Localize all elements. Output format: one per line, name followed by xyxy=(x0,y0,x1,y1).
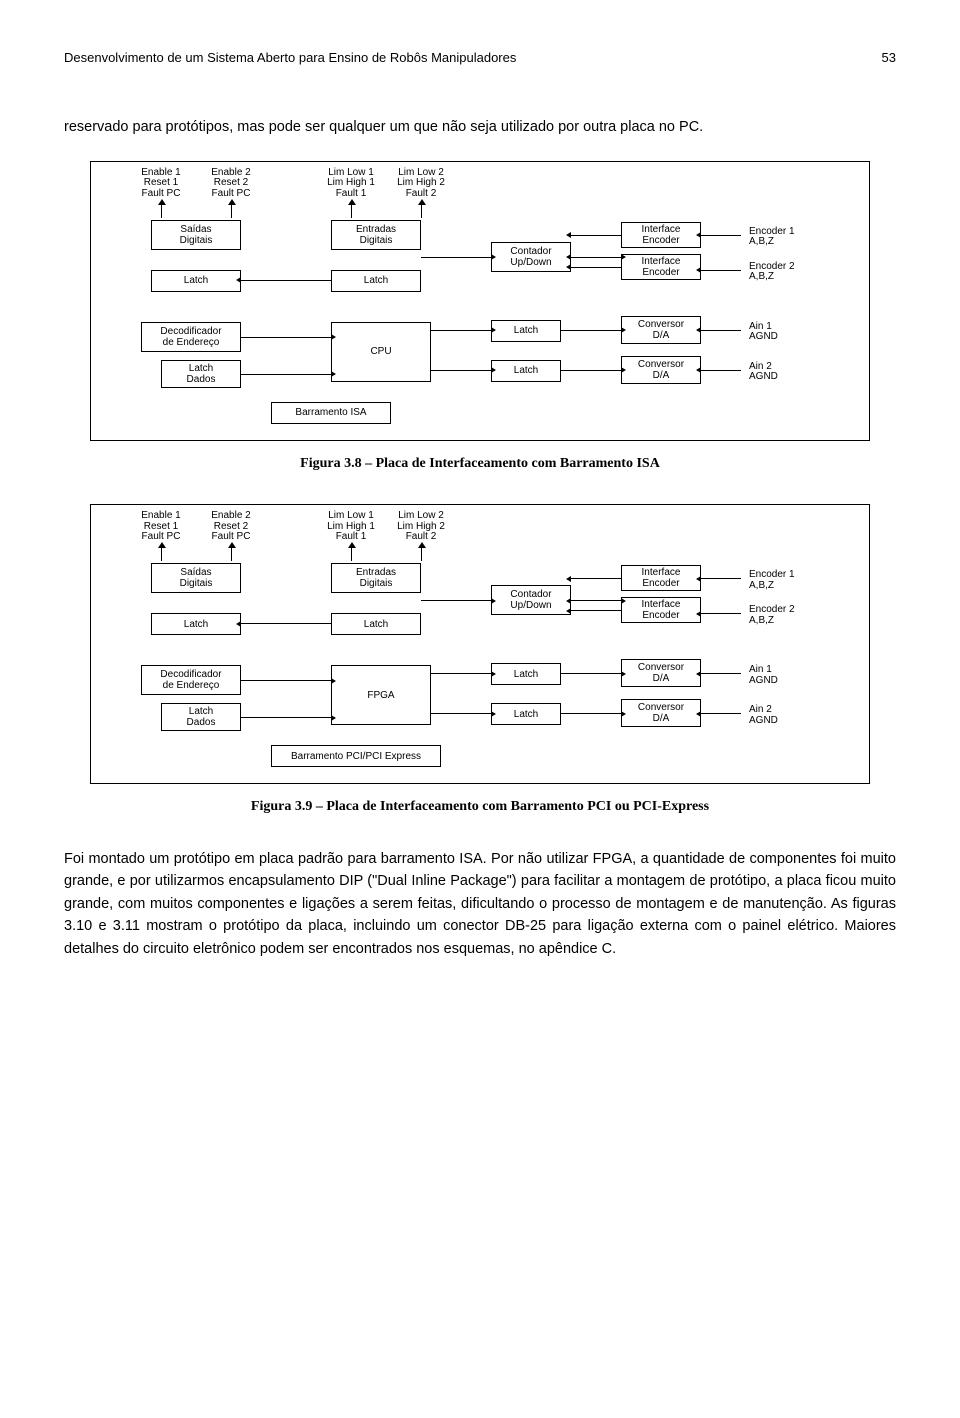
figure-3-9-diagram: Enable 1Reset 1Fault PCEnable 2Reset 2Fa… xyxy=(90,504,870,784)
header-page: 53 xyxy=(882,48,896,68)
figure-3-8-caption: Figura 3.8 – Placa de Interfaceamento co… xyxy=(64,453,896,475)
figure-3-8-diagram: Enable 1Reset 1Fault PCEnable 2Reset 2Fa… xyxy=(90,161,870,441)
figure-3-9-caption: Figura 3.9 – Placa de Interfaceamento co… xyxy=(64,796,896,818)
header-title: Desenvolvimento de um Sistema Aberto par… xyxy=(64,48,516,68)
paragraph-2: Foi montado um protótipo em placa padrão… xyxy=(64,848,896,960)
paragraph-1: reservado para protótipos, mas pode ser … xyxy=(64,116,896,138)
running-header: Desenvolvimento de um Sistema Aberto par… xyxy=(64,48,896,68)
